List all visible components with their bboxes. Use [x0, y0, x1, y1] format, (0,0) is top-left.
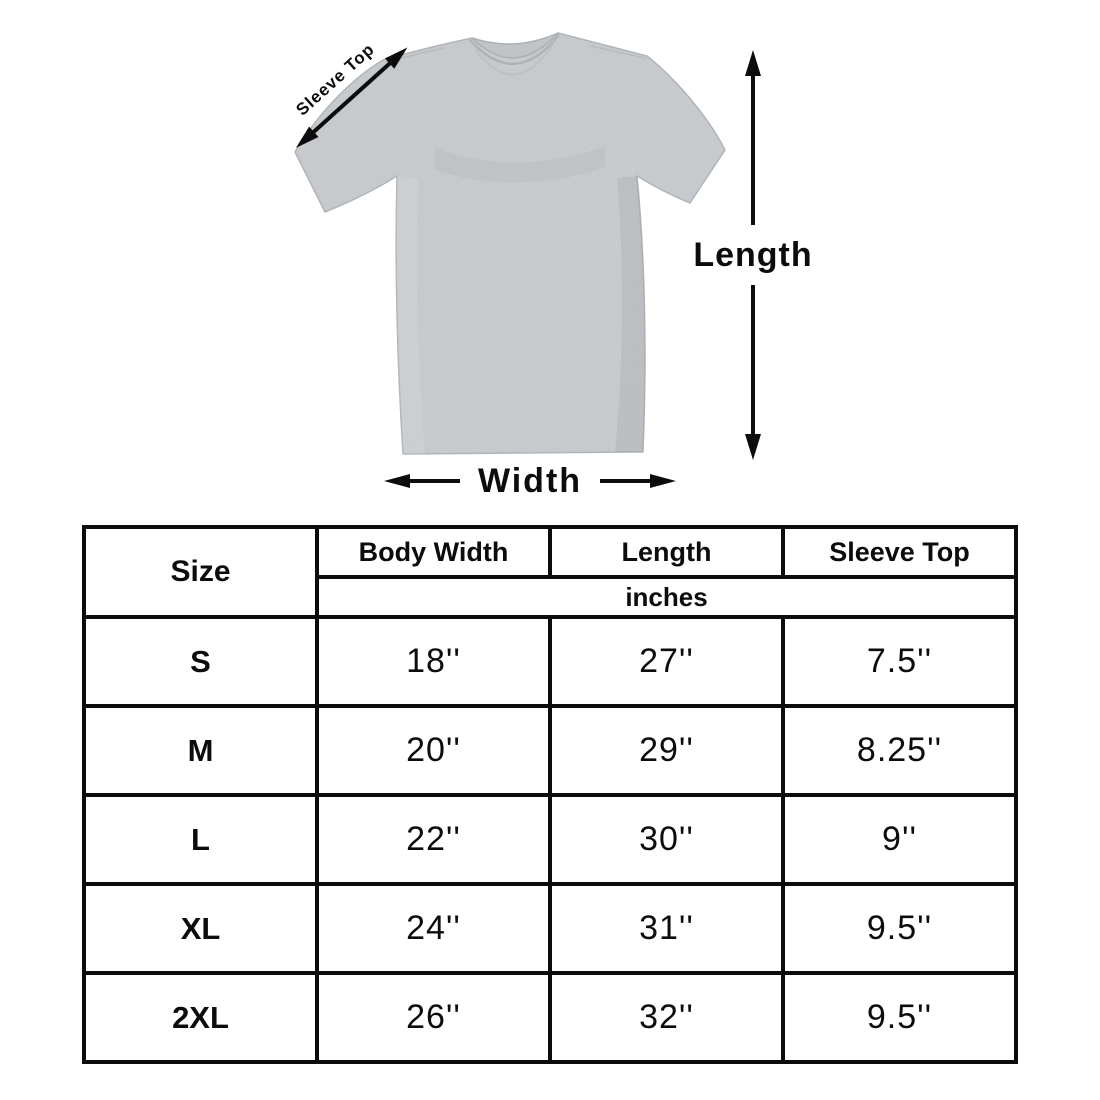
unit-header: inches — [315, 575, 1018, 619]
length-cell: 32'' — [548, 971, 785, 1064]
table-row-l: L 22'' 30'' 9'' — [82, 793, 1018, 886]
length-label: Length — [693, 236, 813, 274]
tshirt-image — [294, 32, 726, 455]
size-cell: M — [82, 704, 319, 797]
sleeve-top-cell: 9'' — [781, 793, 1018, 886]
body-width-cell: 18'' — [315, 615, 552, 708]
sleeve-top-cell: 7.5'' — [781, 615, 1018, 708]
size-cell: XL — [82, 882, 319, 975]
sleeve-top-cell: 9.5'' — [781, 971, 1018, 1064]
length-cell: 29'' — [548, 704, 785, 797]
sleeve-top-cell: 8.25'' — [781, 704, 1018, 797]
length-dimension: Length — [693, 50, 813, 460]
tshirt-collar — [471, 32, 559, 59]
table-header-row: Size Body Width Length Sleeve Top — [82, 525, 1018, 619]
arrow-up-icon — [745, 50, 761, 225]
body-width-column-header: Body Width — [315, 525, 552, 579]
size-table: Size Body Width Length Sleeve Top inches… — [82, 525, 1018, 1064]
body-width-cell: 24'' — [315, 882, 552, 975]
length-cell: 31'' — [548, 882, 785, 975]
body-width-cell: 22'' — [315, 793, 552, 886]
sleeve-top-arrow-icon — [295, 47, 408, 148]
sleeve-top-column-header: Sleeve Top — [781, 525, 1018, 579]
size-cell: 2XL — [82, 971, 319, 1064]
table-row-m: M 20'' 29'' 8.25'' — [82, 704, 1018, 797]
body-width-cell: 26'' — [315, 971, 552, 1064]
body-width-cell: 20'' — [315, 704, 552, 797]
table-row-s: S 18'' 27'' 7.5'' — [82, 615, 1018, 708]
arrow-right-icon — [600, 474, 677, 488]
sleeve-top-dimension: Sleeve Top — [264, 13, 422, 162]
table-row-2xl: 2XL 26'' 32'' 9.5'' — [82, 971, 1018, 1064]
length-cell: 30'' — [548, 793, 785, 886]
length-cell: 27'' — [548, 615, 785, 708]
arrow-down-icon — [745, 285, 761, 460]
width-label: Width — [477, 461, 583, 500]
collar-stitch — [475, 43, 554, 76]
size-column-header: Size — [82, 525, 319, 619]
collar-seam — [469, 34, 560, 65]
table-unit-row: inches — [84, 575, 1018, 619]
size-cell: S — [82, 615, 319, 708]
length-column-header: Length — [548, 525, 785, 579]
table-row-xl: XL 24'' 31'' 9.5'' — [82, 882, 1018, 975]
width-dimension: Width — [365, 458, 695, 504]
size-cell: L — [82, 793, 319, 886]
arrow-left-icon — [383, 474, 460, 488]
sleeve-top-cell: 9.5'' — [781, 882, 1018, 975]
